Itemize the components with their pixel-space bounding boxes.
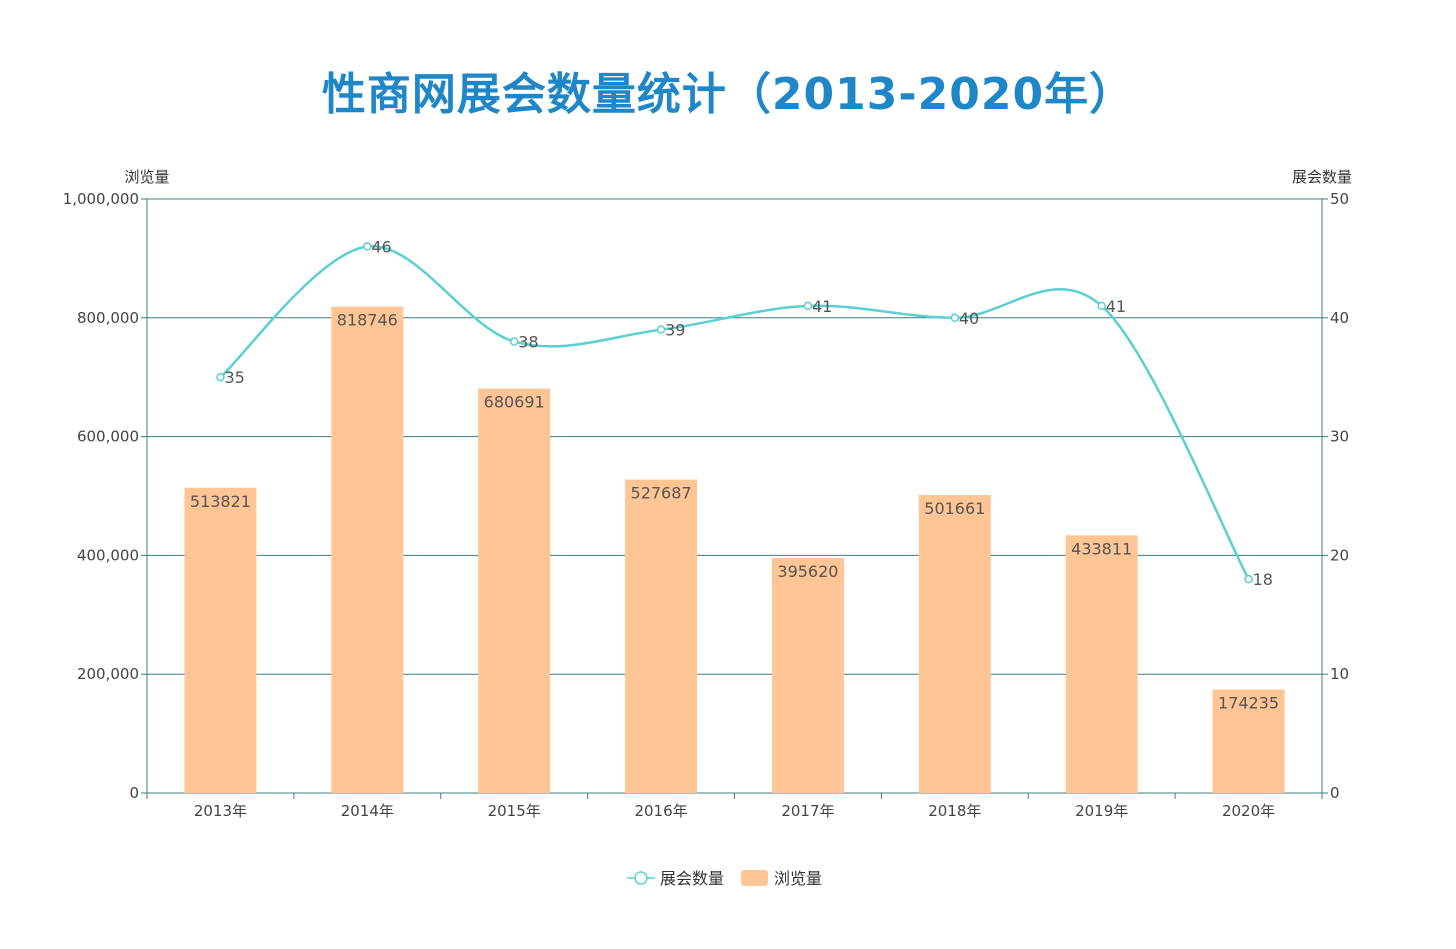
line-point xyxy=(1097,301,1106,311)
legend-item-expo-count[interactable]: 展会数量 xyxy=(627,869,724,888)
y-left-tick-label: 800,000 xyxy=(77,309,139,327)
chart-title: 性商网展会数量统计（2013-2020年） xyxy=(321,69,1135,120)
y-left-tick-label: 600,000 xyxy=(77,428,139,446)
bar-value-label: 174235 xyxy=(1218,694,1279,713)
x-tick-label: 2013年 xyxy=(194,802,247,820)
bar-value-label: 501661 xyxy=(924,499,985,518)
x-tick-label: 2015年 xyxy=(488,802,541,820)
x-tick-label: 2019年 xyxy=(1075,802,1128,820)
line-value-label: 38 xyxy=(518,333,538,352)
legend-label: 展会数量 xyxy=(660,869,724,888)
bar xyxy=(184,487,257,793)
line-value-label: 35 xyxy=(224,368,244,387)
x-tick-label: 2014年 xyxy=(341,802,394,820)
line-value-label: 40 xyxy=(959,309,979,328)
legend-circle-icon xyxy=(634,871,648,885)
y-left-tick-label: 200,000 xyxy=(77,665,139,683)
legend-item-views[interactable]: 浏览量 xyxy=(741,869,822,888)
bar-value-label: 680691 xyxy=(484,393,545,412)
y-right-tick-label: 40 xyxy=(1330,309,1349,327)
bar xyxy=(1065,535,1138,793)
legend[interactable]: 展会数量 浏览量 xyxy=(627,869,822,888)
y-right-tick-label: 0 xyxy=(1330,784,1340,802)
bar xyxy=(1212,689,1285,793)
y-left-axis-title: 浏览量 xyxy=(124,168,169,186)
bar-value-label: 433811 xyxy=(1071,539,1132,558)
bar xyxy=(478,388,551,793)
y-left-tick-label: 0 xyxy=(129,784,139,802)
axes: 0 0 200,000 10 400,000 20 600,000 30 800,000 40 1,… xyxy=(63,168,1352,820)
y-left-tick-label: 1,000,000 xyxy=(63,190,139,208)
legend-label: 浏览量 xyxy=(774,869,822,888)
line-point xyxy=(509,337,519,346)
y-right-axis-title: 展会数量 xyxy=(1292,168,1352,186)
line-value-label: 41 xyxy=(1106,297,1126,316)
line-point xyxy=(363,242,372,251)
data-labels: 513821 818746 680691 527687 395620 501661 4338… xyxy=(190,238,1279,713)
line-value-label: 18 xyxy=(1253,570,1273,589)
y-left-tick-label: 400,000 xyxy=(77,546,139,564)
bar xyxy=(625,479,698,793)
line-value-label: 41 xyxy=(812,297,832,316)
x-tick-label: 2020年 xyxy=(1222,802,1275,820)
y-right-tick-label: 30 xyxy=(1330,428,1349,446)
line-point xyxy=(216,372,225,382)
bar xyxy=(918,495,991,793)
bar-value-label: 818746 xyxy=(337,311,398,330)
x-tick-label: 2017年 xyxy=(781,802,834,820)
y-right-tick-label: 50 xyxy=(1330,190,1349,208)
line-point xyxy=(803,301,813,311)
bar-series-views xyxy=(184,306,1285,793)
bar-value-label: 513821 xyxy=(190,492,251,511)
line-point xyxy=(950,313,960,323)
legend-rect-swatch xyxy=(741,870,768,886)
line-value-label: 46 xyxy=(371,238,391,257)
line-value-label: 39 xyxy=(665,321,685,340)
bar-value-label: 395620 xyxy=(777,562,838,581)
bar-value-label: 527687 xyxy=(631,484,692,503)
y-right-tick-label: 10 xyxy=(1330,665,1349,683)
x-tick-label: 2016年 xyxy=(634,802,687,820)
x-tick-label: 2018年 xyxy=(928,802,981,820)
bar xyxy=(771,558,844,793)
bar xyxy=(331,306,404,793)
line-series-expo-count xyxy=(216,242,1253,584)
y-right-tick-label: 20 xyxy=(1330,546,1349,564)
line-point xyxy=(656,325,666,334)
line-point xyxy=(1244,574,1253,584)
